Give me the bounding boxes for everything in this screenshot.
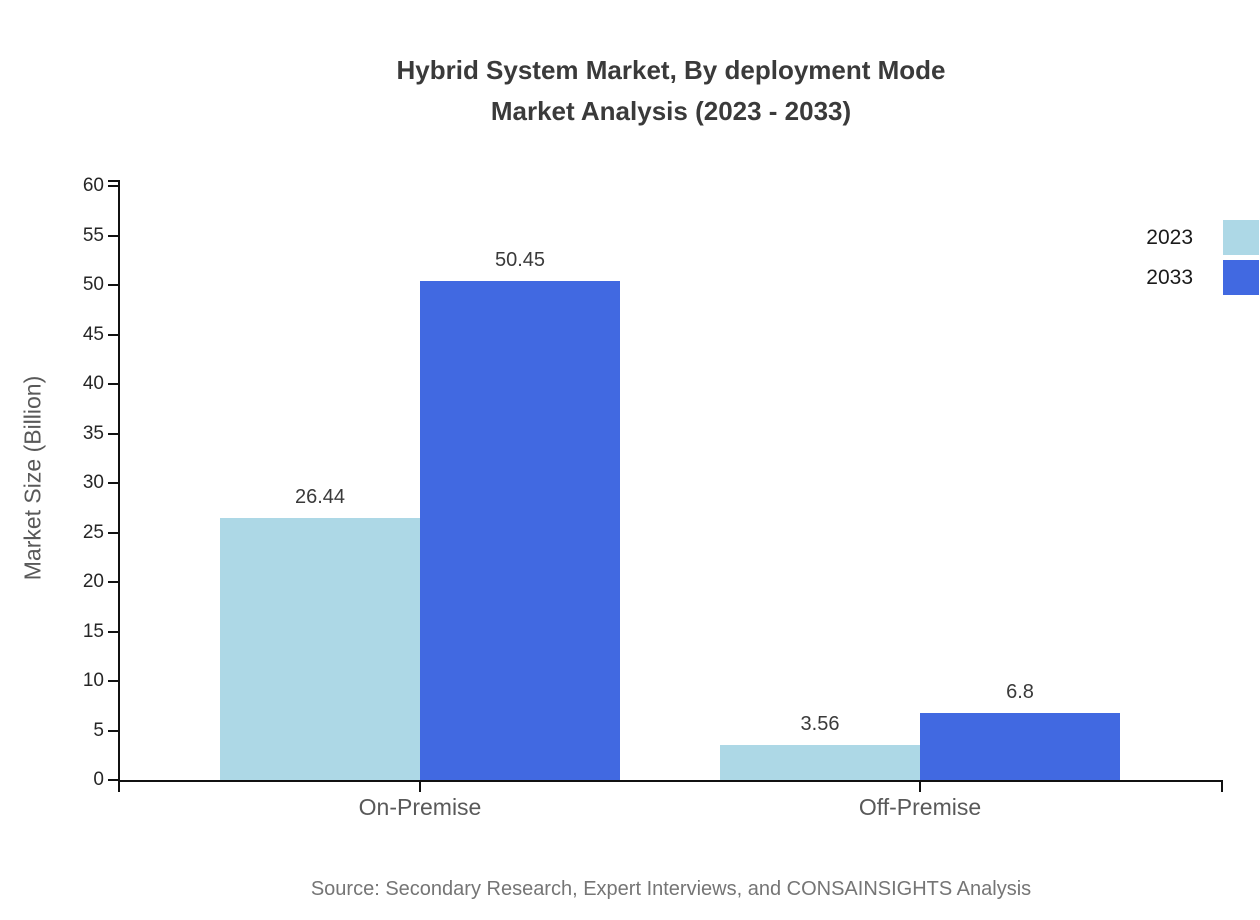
y-tick-label: 20 bbox=[82, 571, 104, 592]
legend-swatch-2033 bbox=[1223, 260, 1259, 295]
y-tick-label: 25 bbox=[82, 521, 104, 543]
y-tick bbox=[108, 383, 120, 385]
y-tick bbox=[108, 333, 120, 336]
y-tick bbox=[108, 284, 120, 286]
y-tick bbox=[108, 729, 120, 732]
category-label-on-premise: On-Premise bbox=[358, 794, 482, 820]
y-tick bbox=[108, 234, 120, 237]
chart-title-line2: Market Analysis (2023 - 2033) bbox=[490, 96, 852, 126]
y-tick-label: 35 bbox=[82, 422, 104, 444]
y-tick bbox=[108, 630, 120, 633]
bar-2033-on-premise bbox=[420, 280, 620, 780]
y-tick-label: 60 bbox=[82, 175, 104, 196]
legend-item-2023: 2023 bbox=[1146, 220, 1259, 255]
bar-2033-off-premise bbox=[920, 712, 1120, 780]
y-tick-label: 55 bbox=[82, 224, 104, 246]
x-axis-line bbox=[118, 780, 1223, 782]
y-tick bbox=[108, 581, 120, 583]
y-axis-line bbox=[118, 180, 120, 792]
source-note: Source: Secondary Research, Expert Inter… bbox=[310, 878, 1032, 900]
legend-item-2033: 2033 bbox=[1146, 260, 1259, 295]
bar-value-label: 50.45 bbox=[494, 248, 546, 271]
chart-title-line1: Hybrid System Market, By deployment Mode bbox=[396, 55, 946, 85]
y-tick bbox=[108, 482, 120, 484]
bar-2023-on-premise bbox=[220, 518, 420, 780]
chart-title: Hybrid System Market, By deployment Mode… bbox=[82, 50, 1260, 132]
y-tick-label: 50 bbox=[82, 274, 104, 295]
legend-label-2023: 2023 bbox=[1146, 225, 1193, 249]
y-tick-label: 10 bbox=[82, 670, 104, 691]
x-axis-endcap-tick bbox=[1221, 780, 1223, 792]
y-tick bbox=[108, 432, 120, 435]
y-tick bbox=[108, 680, 120, 682]
y-tick-label: 5 bbox=[93, 719, 104, 741]
bar-2023-off-premise bbox=[720, 744, 920, 780]
legend-label-2033: 2033 bbox=[1146, 265, 1193, 289]
y-tick-label: 15 bbox=[82, 620, 104, 642]
y-axis-label: Market Size (Billion) bbox=[19, 375, 46, 581]
y-tick-label: 30 bbox=[82, 472, 104, 493]
category-label-off-premise: Off-Premise bbox=[858, 794, 982, 820]
legend: 2023 2033 bbox=[1146, 220, 1259, 300]
y-tick bbox=[108, 531, 120, 534]
y-tick bbox=[108, 185, 120, 187]
bar-value-label: 26.44 bbox=[294, 486, 346, 509]
bar-value-label: 3.56 bbox=[800, 712, 840, 735]
bar-value-label: 6.8 bbox=[1006, 680, 1034, 703]
y-tick bbox=[108, 779, 120, 781]
y-axis-endcap-tick bbox=[108, 180, 120, 182]
legend-swatch-2023 bbox=[1223, 220, 1259, 255]
x-tick bbox=[419, 780, 421, 792]
y-tick-label: 45 bbox=[82, 323, 104, 345]
y-tick-label: 40 bbox=[82, 373, 104, 394]
x-tick bbox=[919, 780, 921, 792]
y-tick-label: 0 bbox=[93, 769, 104, 790]
